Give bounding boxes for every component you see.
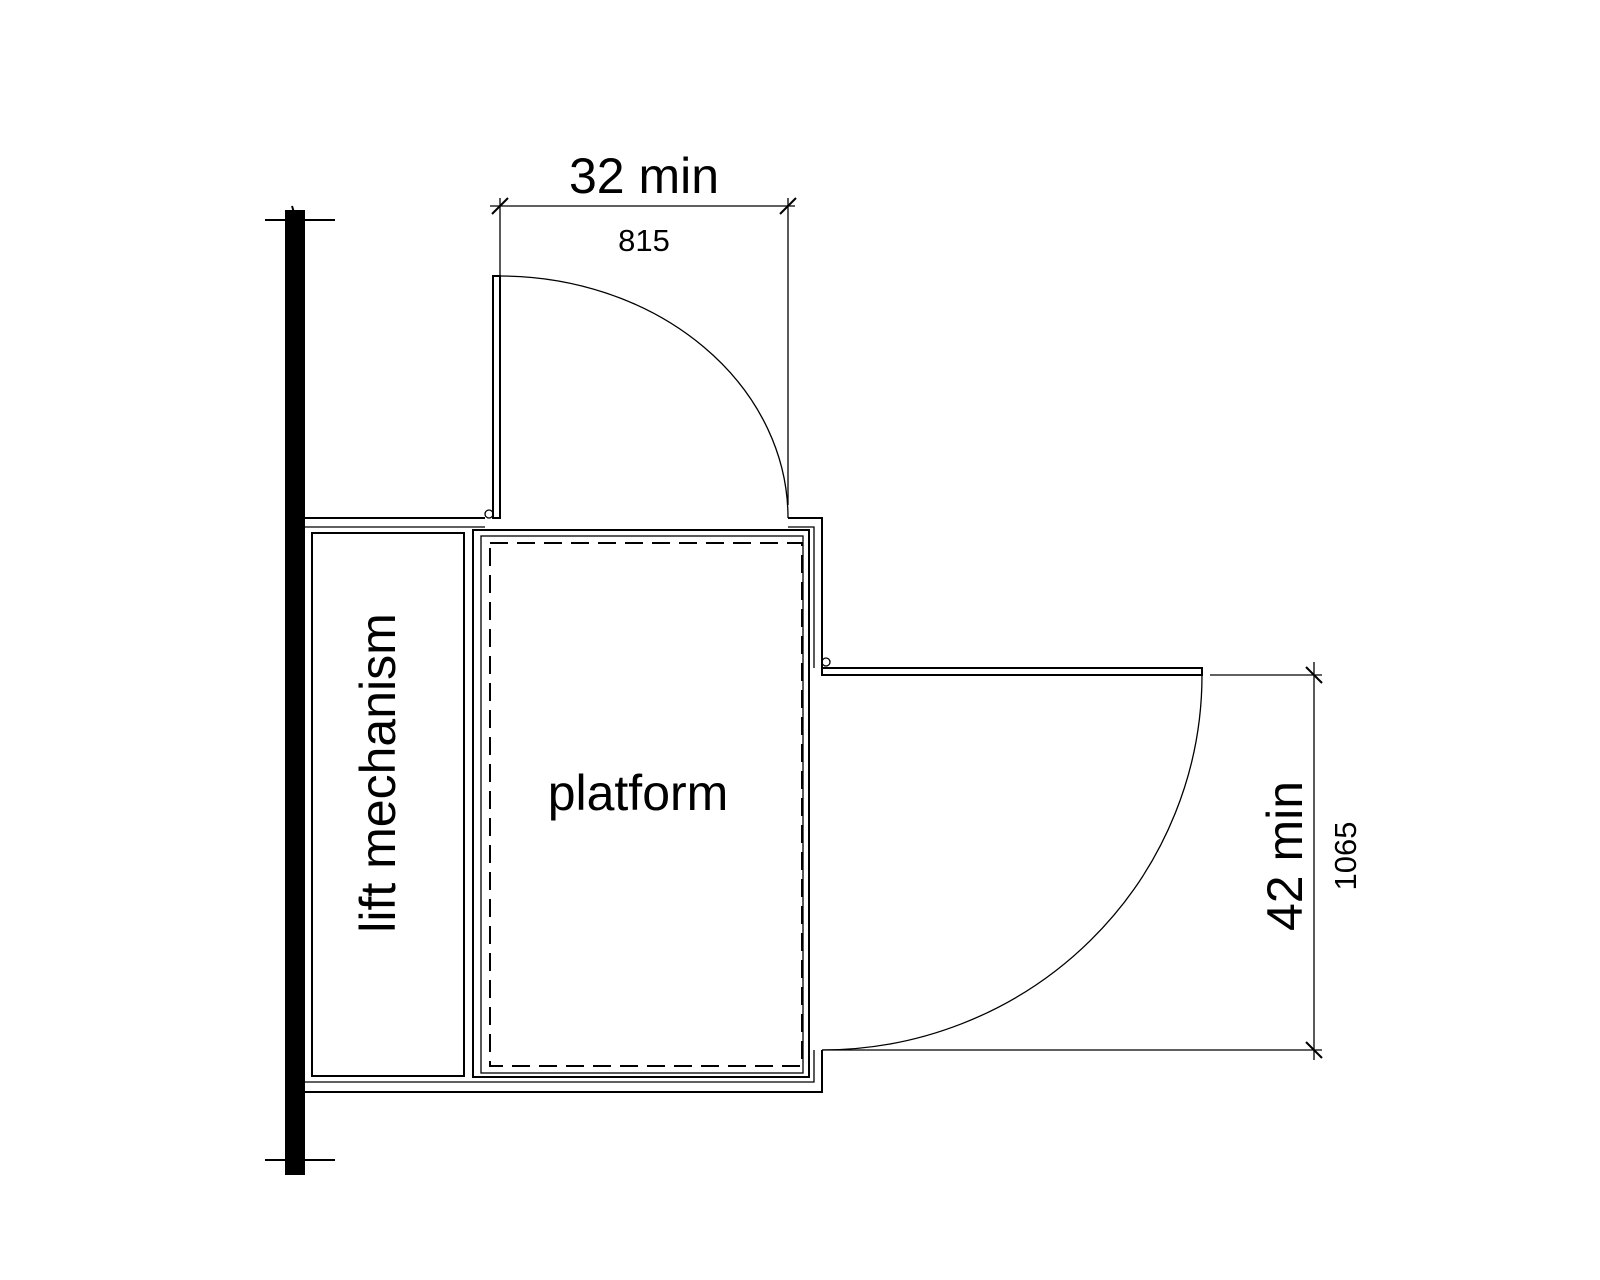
dim-32-metric: 815 [618, 223, 670, 258]
door-top-hinge [484, 509, 494, 519]
dimension-42: 42 min 1065 [822, 662, 1363, 1060]
platform-label: platform [548, 765, 729, 821]
wall-body [285, 210, 305, 1175]
platform-outer [472, 529, 810, 1078]
wall-break-top-slash [291, 205, 301, 233]
door-right-swing-arc [821, 674, 1203, 1051]
door-right [821, 657, 1203, 1051]
dim-42-metric: 1065 [1328, 822, 1363, 891]
dim-42-tick-bottom [1305, 1041, 1323, 1059]
door-top-swing-arc [499, 275, 789, 519]
door-right-leaf [821, 667, 1203, 676]
lift-mechanism-label: lift mechanism [350, 613, 406, 933]
enclosure-outline [305, 517, 823, 1093]
wall-break-bottom-slash [295, 1147, 303, 1175]
dim-42-label: 42 min [1257, 781, 1313, 931]
dimension-32: 32 min 815 [490, 148, 797, 505]
lift-enclosure [305, 517, 823, 1093]
enclosure-inner-outline [305, 526, 815, 1083]
door-right-hinge [821, 657, 831, 667]
platform-clear-area [489, 542, 803, 1067]
door-top-leaf [492, 275, 501, 519]
wall [265, 205, 335, 1175]
dim-42-tick-top [1305, 666, 1323, 684]
dim-32-label: 32 min [569, 148, 719, 204]
door-top [484, 275, 789, 519]
lift-mechanism-box [311, 532, 465, 1077]
dim-32-tick-right [779, 197, 797, 215]
dim-32-tick-left [491, 197, 509, 215]
